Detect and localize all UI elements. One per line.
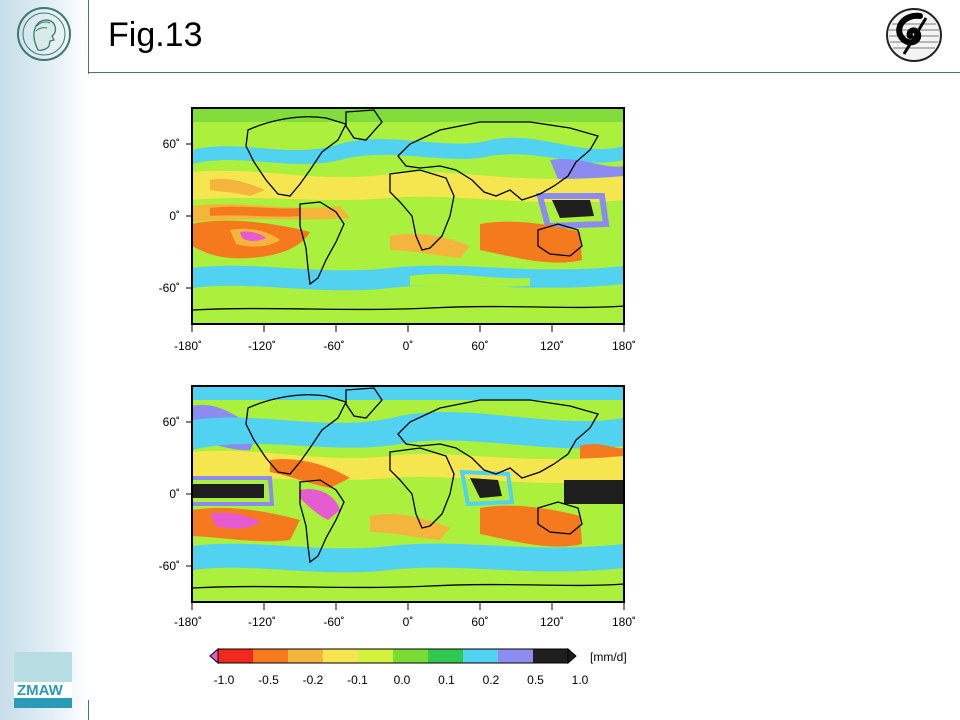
lat-label: 0˚ <box>169 487 180 501</box>
lat-label: -60˚ <box>159 281 180 295</box>
colorbar-tick-label: 0.1 <box>438 673 455 687</box>
colorbar-tick-label: -1.0 <box>214 673 235 687</box>
lon-label: 60˚ <box>471 615 488 629</box>
max-planck-head-icon <box>17 7 71 61</box>
lat-label: 0˚ <box>169 209 180 223</box>
lat-label: -60˚ <box>159 559 180 573</box>
lon-label: -180˚ <box>174 615 202 629</box>
lon-label: -60˚ <box>323 339 344 353</box>
divider-vertical <box>88 0 89 74</box>
lat-label: 60˚ <box>163 415 180 429</box>
colorbar-cell <box>288 649 323 663</box>
colorbar-tick-label: 0.2 <box>483 673 500 687</box>
colorbar: [mm/d] -1.0 -0.5 -0.2 -0.1 0.0 0.1 0.2 0.5 1.0 <box>209 647 627 687</box>
lon-label: -120˚ <box>248 339 276 353</box>
colorbar-cell <box>498 649 533 663</box>
colorbar-cell <box>253 649 288 663</box>
lon-label: -120˚ <box>248 615 276 629</box>
page-title: Fig.13 <box>108 16 203 54</box>
colorbar-tick-label: -0.5 <box>258 673 279 687</box>
lon-label: -180˚ <box>174 339 202 353</box>
lon-label: 0˚ <box>403 339 414 353</box>
colorbar-tick-label: 0.0 <box>394 673 411 687</box>
colorbar-cell <box>393 649 428 663</box>
colorbar-labels: -1.0 -0.5 -0.2 -0.1 0.0 0.1 0.2 0.5 1.0 <box>214 673 589 687</box>
colorbar-cells <box>218 649 568 663</box>
colorbar-tick-label: 0.5 <box>527 673 544 687</box>
lon-label: 120˚ <box>540 339 564 353</box>
colorbar-cell <box>218 649 253 663</box>
zmaw-text: ZMAW <box>17 682 64 699</box>
colorbar-unit: [mm/d] <box>590 650 627 664</box>
lon-label: 0˚ <box>403 615 414 629</box>
lon-label: 180˚ <box>612 615 636 629</box>
colorbar-cell <box>428 649 463 663</box>
colorbar-cell <box>358 649 393 663</box>
colorbar-tick-label: -0.1 <box>347 673 368 687</box>
lon-label: 60˚ <box>471 339 488 353</box>
lon-label: 180˚ <box>612 339 636 353</box>
map-bottom: 60˚ 0˚ -60˚ -180˚ -120˚ -60˚ 0˚ 60˚ 120˚… <box>159 385 636 629</box>
colorbar-tick-label: 1.0 <box>572 673 589 687</box>
colorbar-cell <box>463 649 498 663</box>
figure: 60˚ 0˚ -60˚ -180˚ -120˚ -60˚ 0˚ 60˚ 120˚… <box>159 107 636 687</box>
colorbar-cell <box>533 649 568 663</box>
colorbar-cell <box>323 649 358 663</box>
zmaw-icon: ZMAW <box>14 652 72 708</box>
divider-horizontal <box>88 72 960 73</box>
lat-label: 60˚ <box>163 137 180 151</box>
colorbar-tick-label: -0.2 <box>303 673 324 687</box>
lon-label: 120˚ <box>540 615 564 629</box>
sidebar-gradient <box>0 0 88 720</box>
divider-vertical-bottom <box>88 700 89 720</box>
dkrz-swirl-icon <box>886 8 942 62</box>
map-top: 60˚ 0˚ -60˚ -180˚ -120˚ -60˚ 0˚ 60˚ 120˚… <box>159 107 636 353</box>
lon-label: -60˚ <box>323 615 344 629</box>
